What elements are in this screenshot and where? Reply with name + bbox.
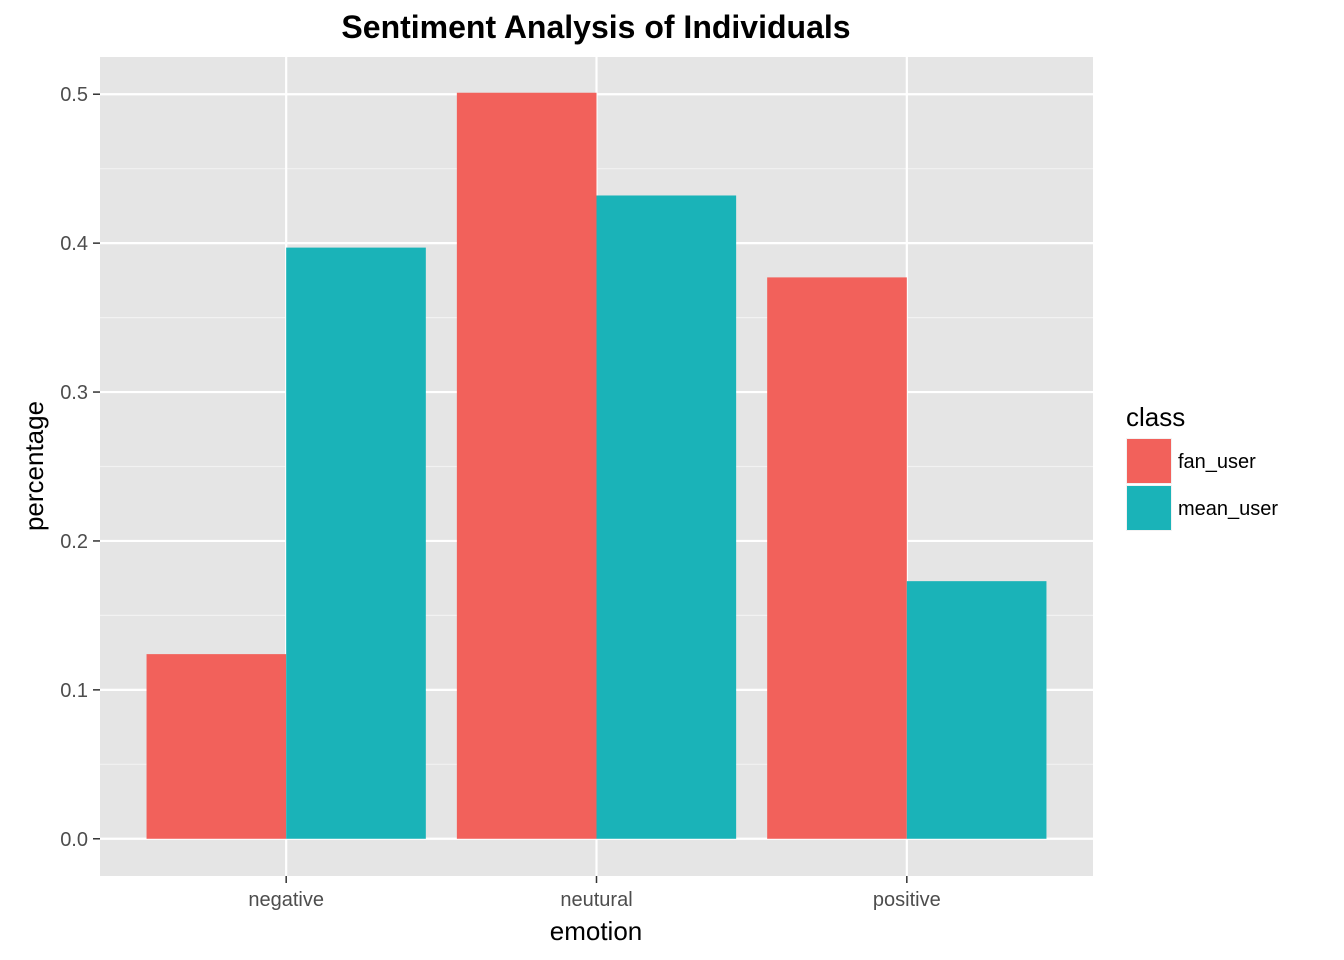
legend: class fan_user mean_user <box>1126 402 1278 531</box>
y-tick-label: 0.3 <box>60 382 88 404</box>
chart-title: Sentiment Analysis of Individuals <box>341 9 850 45</box>
x-tick-label: positive <box>873 889 941 911</box>
bar-positive-fan_user <box>767 277 907 839</box>
x-tick-label: negative <box>248 889 324 911</box>
y-axis-title: percentage <box>19 401 49 531</box>
y-tick-label: 0.5 <box>60 84 88 106</box>
legend-label-fan_user: fan_user <box>1178 451 1256 473</box>
y-tick-label: 0.0 <box>60 829 88 851</box>
bar-neutural-mean_user <box>596 195 737 839</box>
bar-negative-fan_user <box>146 654 287 839</box>
y-tick-label: 0.4 <box>60 233 88 255</box>
x-tick-label: neutural <box>560 889 632 911</box>
bar-neutural-fan_user <box>456 92 597 839</box>
y-axis: 0.0 0.1 0.2 0.3 0.4 0.5 <box>60 84 100 851</box>
legend-swatch-fan_user <box>1127 439 1171 483</box>
y-tick-label: 0.1 <box>60 680 88 702</box>
y-tick-label: 0.2 <box>60 531 88 553</box>
legend-title: class <box>1126 402 1185 432</box>
legend-swatch-mean_user <box>1127 486 1171 530</box>
legend-label-mean_user: mean_user <box>1178 498 1278 520</box>
bar-positive-mean_user <box>906 581 1047 839</box>
x-axis-title: emotion <box>550 916 643 946</box>
x-axis: negative neutural positive <box>248 876 941 911</box>
bar-negative-mean_user <box>286 247 426 839</box>
bars <box>146 92 1047 839</box>
